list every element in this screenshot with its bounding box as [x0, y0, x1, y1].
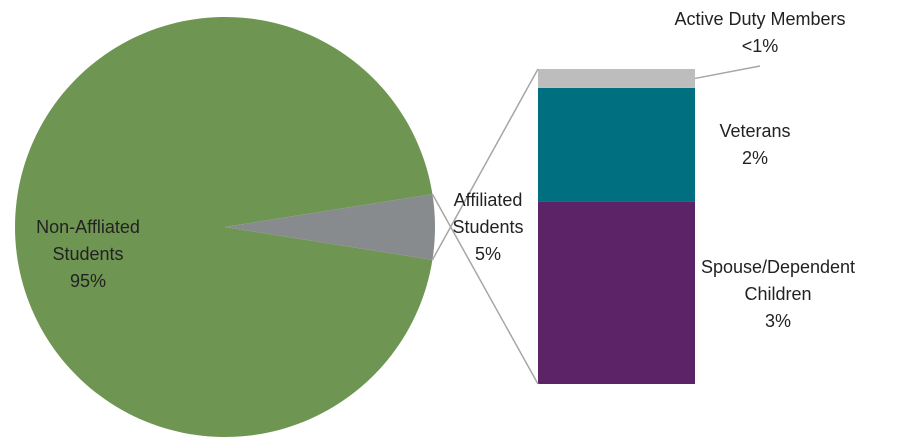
connector-line: [431, 68, 539, 261]
bar-segment: [538, 69, 695, 88]
label-name: Veterans: [719, 121, 791, 141]
label-value: 2%: [741, 148, 768, 168]
bar-segment: [538, 201, 695, 384]
label-name: Active Duty Members: [674, 9, 846, 29]
bar-segment: [538, 87, 695, 202]
pie-slice: [225, 194, 435, 260]
bar-label: Active Duty Members <1%: [630, 6, 890, 60]
label-value: 3%: [764, 311, 791, 331]
label-name: Spouse/Dependent Children: [700, 257, 856, 304]
bar-label: Veterans 2%: [690, 118, 820, 172]
label-name: Affiliated Students: [452, 190, 524, 237]
connector-line: [431, 193, 539, 385]
label-value: 95%: [69, 271, 107, 291]
label-value: 5%: [474, 244, 501, 264]
leader-line: [694, 65, 761, 80]
pie-label: Non-Affliated Students 95%: [18, 214, 158, 295]
pie-slice: [15, 17, 433, 438]
pie-label: Affiliated Students 5%: [436, 187, 540, 268]
label-name: Non-Affliated Students: [36, 217, 140, 264]
bar-label: Spouse/Dependent Children 3%: [690, 254, 866, 335]
label-value: <1%: [741, 36, 779, 56]
